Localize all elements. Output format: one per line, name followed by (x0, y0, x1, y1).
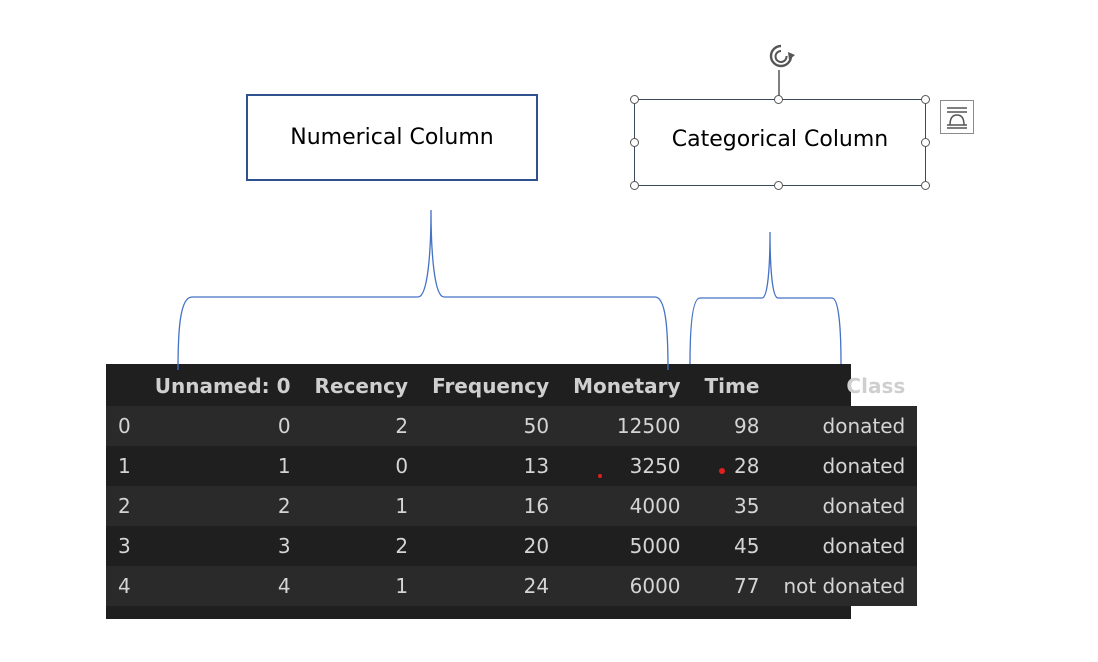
cell-class: donated (771, 446, 918, 486)
header-time: Time (704, 374, 760, 398)
cell-class: not donated (771, 566, 918, 606)
cell-monetary: 3250 (561, 446, 693, 486)
cell-time: 35 (692, 486, 772, 526)
header-frequency: Frequency (432, 374, 550, 398)
dataframe-panel: Unnamed: 0 Recency Frequency Monetary Ti… (106, 364, 918, 619)
cell-recency: 1 (302, 566, 421, 606)
resize-handle-bottom-right[interactable] (921, 181, 930, 190)
cell-monetary: 12500 (561, 406, 693, 446)
row-index: 3 (106, 526, 143, 566)
categorical-brace (689, 231, 842, 365)
row-index: 1 (106, 446, 143, 486)
cell-unnamed: 3 (142, 526, 303, 566)
resize-handle-top-middle[interactable] (774, 95, 783, 104)
row-index: 2 (106, 486, 143, 526)
header-unnamed: Unnamed: 0 (154, 374, 291, 398)
row-index: 4 (106, 566, 143, 606)
cell-class: donated (771, 526, 918, 566)
table-row: 2 2 1 16 4000 35 donated (106, 486, 918, 526)
table-row: 1 1 0 13 3250 28 donated (106, 446, 918, 486)
header-class: Class (846, 374, 906, 398)
numerical-column-label: Numerical Column (290, 125, 494, 150)
table-row: 0 0 2 50 12500 98 donated (106, 406, 918, 446)
dataframe-table: Unnamed: 0 Recency Frequency Monetary Ti… (106, 366, 918, 606)
numerical-brace (177, 209, 669, 371)
header-recency: Recency (314, 374, 409, 398)
layout-options-icon[interactable] (940, 100, 974, 134)
cell-time: 77 (692, 566, 772, 606)
row-index: 0 (106, 406, 143, 446)
resize-handle-middle-right[interactable] (921, 138, 930, 147)
resize-handle-top-left[interactable] (630, 95, 639, 104)
table-row: 3 3 2 20 5000 45 donated (106, 526, 918, 566)
cell-time: 98 (692, 406, 772, 446)
header-monetary: Monetary (573, 374, 681, 398)
cell-class: donated (771, 486, 918, 526)
cell-unnamed: 0 (142, 406, 303, 446)
cell-monetary: 5000 (561, 526, 693, 566)
cell-class: donated (771, 406, 918, 446)
header-index (106, 366, 143, 406)
cell-unnamed: 1 (142, 446, 303, 486)
cell-monetary: 4000 (561, 486, 693, 526)
numerical-column-label-box[interactable]: Numerical Column (246, 94, 538, 181)
cell-frequency: 16 (420, 486, 562, 526)
cell-recency: 1 (302, 486, 421, 526)
cell-unnamed: 2 (142, 486, 303, 526)
cell-time: 28 (692, 446, 772, 486)
cell-unnamed: 4 (142, 566, 303, 606)
categorical-column-label-box[interactable]: Categorical Column (634, 99, 926, 186)
cell-frequency: 24 (420, 566, 562, 606)
cell-recency: 2 (302, 406, 421, 446)
table-row: 4 4 1 24 6000 77 not donated (106, 566, 918, 606)
rotate-handle-icon[interactable] (766, 42, 796, 72)
cell-frequency: 13 (420, 446, 562, 486)
cell-time: 45 (692, 526, 772, 566)
table-header-row: Unnamed: 0 Recency Frequency Monetary Ti… (106, 366, 917, 406)
rotate-handle-connector (778, 70, 780, 96)
cell-frequency: 20 (420, 526, 562, 566)
categorical-column-label: Categorical Column (671, 127, 889, 152)
resize-handle-bottom-left[interactable] (630, 181, 639, 190)
cell-recency: 0 (302, 446, 421, 486)
resize-handle-top-right[interactable] (921, 95, 930, 104)
cell-monetary: 6000 (561, 566, 693, 606)
cell-frequency: 50 (420, 406, 562, 446)
resize-handle-middle-left[interactable] (630, 138, 639, 147)
resize-handle-bottom-middle[interactable] (774, 181, 783, 190)
cell-recency: 2 (302, 526, 421, 566)
